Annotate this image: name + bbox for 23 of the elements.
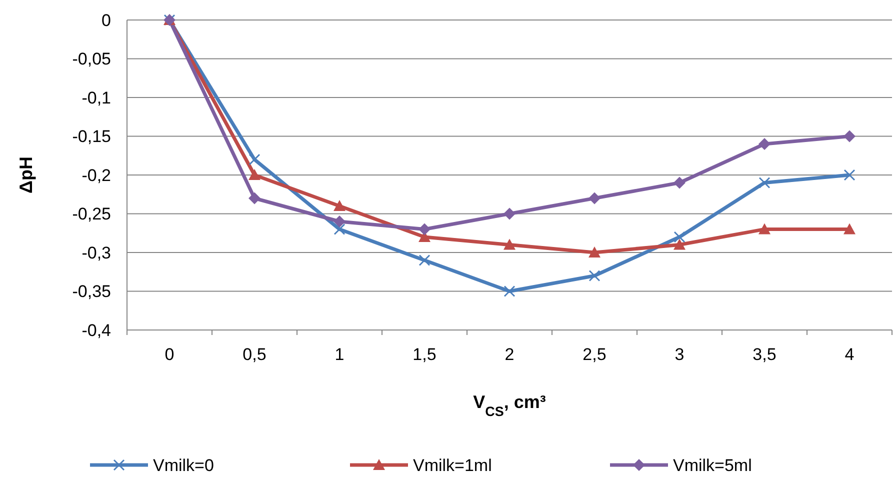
y-tick-label: -0,3 [82, 243, 111, 262]
x-tick-label: 4 [844, 345, 854, 364]
x-axis-title: V$_{CS}$, cm³ [473, 392, 546, 418]
y-tick-label: -0,25 [72, 204, 111, 224]
y-tick-label: -0,1 [82, 88, 111, 108]
legend-label: Vmilk=5ml [673, 456, 752, 475]
x-tick-label: 1 [334, 345, 344, 364]
y-tick-label: -0,4 [82, 320, 111, 340]
y-tick-label: -0,2 [82, 166, 111, 185]
x-tick-label: 0,5 [242, 345, 266, 364]
x-tick-label: 3,5 [752, 345, 776, 364]
legend-label: Vmilk=0 [153, 456, 214, 475]
x-tick-label: 3 [674, 345, 684, 364]
x-tick-label: 2,5 [582, 345, 606, 364]
y-axis-title: ΔpH [16, 156, 36, 194]
legend-label: Vmilk=1ml [413, 456, 492, 475]
y-tick-label: -0,35 [72, 282, 111, 302]
y-tick-label: -0,05 [72, 50, 111, 69]
x-tick-label: 1,5 [412, 345, 436, 364]
y-tick-label: -0,15 [72, 127, 111, 146]
y-tick-label: 0 [102, 10, 111, 30]
x-tick-label: 0 [164, 345, 174, 364]
x-tick-label: 2 [504, 345, 514, 364]
